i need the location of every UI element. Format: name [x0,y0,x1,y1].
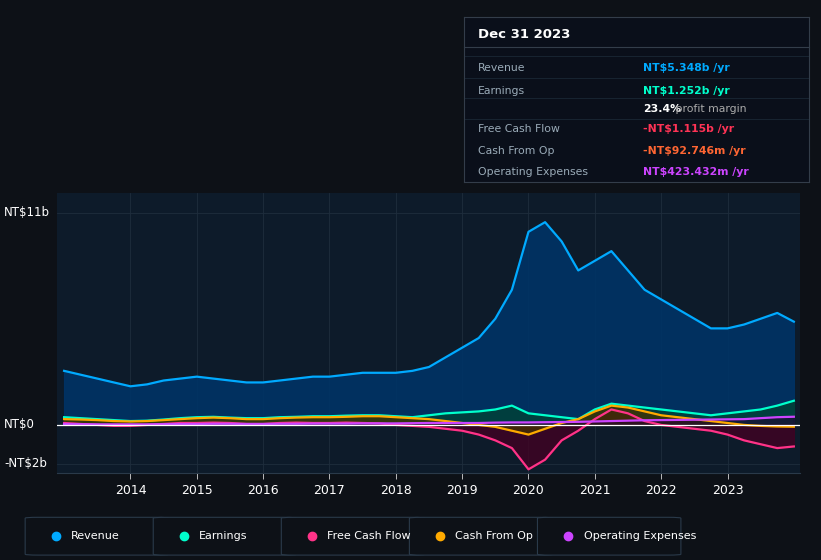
Text: NT$11b: NT$11b [4,206,50,219]
FancyBboxPatch shape [25,517,168,555]
Text: Earnings: Earnings [478,86,525,96]
Text: -NT$1.115b /yr: -NT$1.115b /yr [643,124,734,134]
Text: Free Cash Flow: Free Cash Flow [328,531,411,541]
Text: -NT$92.746m /yr: -NT$92.746m /yr [643,146,745,156]
Text: Earnings: Earnings [200,531,248,541]
Text: Revenue: Revenue [71,531,120,541]
Text: 23.4%: 23.4% [643,104,681,114]
FancyBboxPatch shape [154,517,296,555]
Text: Free Cash Flow: Free Cash Flow [478,124,560,134]
FancyBboxPatch shape [538,517,681,555]
Text: Operating Expenses: Operating Expenses [584,531,696,541]
Text: Dec 31 2023: Dec 31 2023 [478,29,570,41]
Text: -NT$2b: -NT$2b [4,457,47,470]
Text: Revenue: Revenue [478,63,525,73]
FancyBboxPatch shape [282,517,424,555]
Text: NT$423.432m /yr: NT$423.432m /yr [643,167,749,177]
Text: Operating Expenses: Operating Expenses [478,167,588,177]
Text: Cash From Op: Cash From Op [456,531,534,541]
Text: NT$5.348b /yr: NT$5.348b /yr [643,63,730,73]
Text: Cash From Op: Cash From Op [478,146,554,156]
FancyBboxPatch shape [410,517,553,555]
Text: NT$1.252b /yr: NT$1.252b /yr [643,86,730,96]
Text: profit margin: profit margin [672,104,747,114]
Text: NT$0: NT$0 [4,418,35,431]
